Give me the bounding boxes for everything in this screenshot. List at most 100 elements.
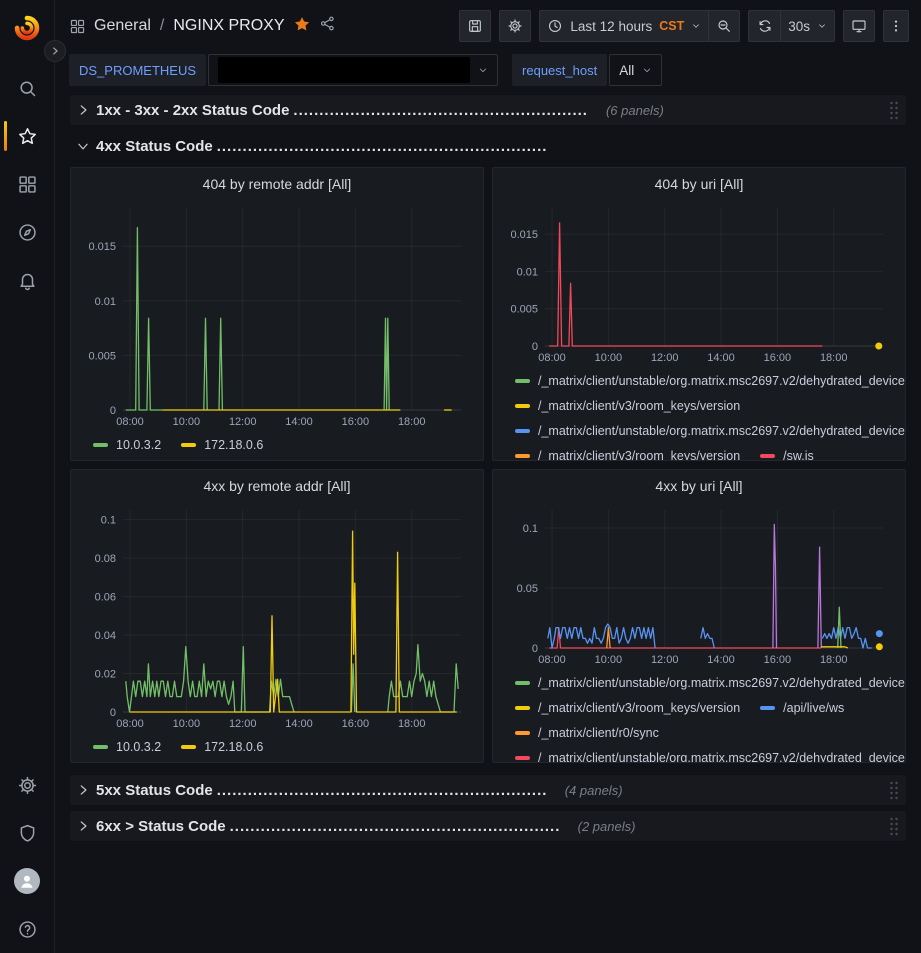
chevron-right-icon xyxy=(76,103,90,117)
legend-item[interactable]: /_matrix/client/v3/room_keys/version xyxy=(515,397,740,415)
timeseries-chart[interactable]: 08:0010:0012:0014:0016:0018:0000.0050.01… xyxy=(501,196,897,366)
svg-text:0.015: 0.015 xyxy=(88,241,116,253)
legend-swatch xyxy=(760,706,775,710)
svg-text:0: 0 xyxy=(532,643,538,655)
legend-item[interactable]: /_matrix/client/unstable/org.matrix.msc2… xyxy=(515,422,905,440)
svg-text:18:00: 18:00 xyxy=(820,352,848,364)
breadcrumb-dashboard-name[interactable]: NGINX PROXY xyxy=(173,17,284,35)
legend-swatch xyxy=(93,745,108,749)
svg-text:16:00: 16:00 xyxy=(764,352,792,364)
variables-submenu: DS_PROMETHEUS request_host All xyxy=(55,52,921,90)
save-dashboard-button[interactable] xyxy=(459,10,491,42)
svg-text:14:00: 14:00 xyxy=(285,416,313,428)
timeseries-chart[interactable]: 08:0010:0012:0014:0016:0018:0000.020.040… xyxy=(79,498,475,732)
sidebar-item-profile[interactable] xyxy=(0,857,54,905)
panel-grid: 404 by remote addr [All] 08:0010:0012:00… xyxy=(70,167,906,763)
legend-item[interactable]: 172.18.0.6 xyxy=(181,436,263,454)
legend-item[interactable]: /sw.js xyxy=(760,447,814,461)
sidebar-item-help[interactable] xyxy=(0,905,54,953)
datasource-select[interactable] xyxy=(208,54,498,86)
refresh-icon xyxy=(757,18,773,34)
svg-text:16:00: 16:00 xyxy=(342,416,370,428)
panel-title[interactable]: 404 by remote addr [All] xyxy=(79,172,475,196)
refresh-dashboard-button[interactable] xyxy=(748,10,780,42)
svg-text:08:00: 08:00 xyxy=(116,416,144,428)
apps-grid-icon xyxy=(69,18,86,35)
variable-label-request-host: request_host xyxy=(512,54,607,86)
svg-text:0.1: 0.1 xyxy=(523,523,538,535)
legend-item[interactable]: /_matrix/client/r0/sync xyxy=(515,724,659,742)
legend-label: /api/live/ws xyxy=(783,701,844,715)
unfavorite-star-button[interactable] xyxy=(293,15,311,38)
row-header-1xx-3xx-2xx[interactable]: 1xx - 3xx - 2xx Status Code ............… xyxy=(70,95,906,125)
chevron-down-icon xyxy=(76,139,90,153)
share-dashboard-button[interactable] xyxy=(319,15,336,37)
sidebar-item-dashboards[interactable] xyxy=(0,160,54,208)
save-icon xyxy=(467,18,483,34)
svg-text:0.04: 0.04 xyxy=(95,630,116,642)
legend-item[interactable]: /_matrix/client/unstable/org.matrix.msc2… xyxy=(515,674,905,692)
panel-title[interactable]: 4xx by remote addr [All] xyxy=(79,474,475,498)
cycle-view-mode-button[interactable] xyxy=(843,10,875,42)
svg-text:16:00: 16:00 xyxy=(764,654,792,666)
row-title-dots: ........................................… xyxy=(230,818,560,835)
legend-label: /_matrix/client/unstable/org.matrix.msc2… xyxy=(538,751,905,763)
legend-item[interactable]: /_matrix/client/unstable/org.matrix.msc2… xyxy=(515,749,905,763)
legend-swatch xyxy=(515,706,530,710)
row-header-4xx[interactable]: 4xx Status Code ........................… xyxy=(70,131,906,161)
row-header-6xx[interactable]: 6xx > Status Code ......................… xyxy=(70,811,906,841)
legend-item[interactable]: /_matrix/client/v3/room_keys/version xyxy=(515,699,740,717)
sidebar-item-server-admin[interactable] xyxy=(0,809,54,857)
svg-text:0.005: 0.005 xyxy=(510,304,538,316)
gear-icon xyxy=(507,18,523,34)
legend-item[interactable]: /_matrix/client/unstable/org.matrix.msc2… xyxy=(515,372,905,390)
zoom-out-time-button[interactable] xyxy=(708,10,740,42)
row-drag-handle[interactable] xyxy=(888,779,900,801)
row-drag-handle[interactable] xyxy=(888,815,900,837)
more-options-button[interactable] xyxy=(883,10,909,42)
sidebar-item-configuration[interactable] xyxy=(0,761,54,809)
row-header-5xx[interactable]: 5xx Status Code ........................… xyxy=(70,775,906,805)
legend-item[interactable]: 10.0.3.2 xyxy=(93,436,161,454)
panel-404-by-remote-addr: 404 by remote addr [All] 08:0010:0012:00… xyxy=(70,167,484,461)
datasource-variable: DS_PROMETHEUS xyxy=(69,54,498,86)
sidebar-expand-button[interactable] xyxy=(44,40,66,62)
legend-item[interactable]: 172.18.0.6 xyxy=(181,738,263,756)
row-drag-handle[interactable] xyxy=(888,99,900,121)
sidebar-item-starred[interactable] xyxy=(0,112,54,160)
row-title: 4xx Status Code xyxy=(96,138,213,155)
sidebar-item-explore[interactable] xyxy=(0,208,54,256)
panel-title[interactable]: 4xx by uri [All] xyxy=(501,474,897,498)
time-range-picker[interactable]: Last 12 hours CST xyxy=(539,10,708,42)
chevron-right-icon xyxy=(76,819,90,833)
clock-icon xyxy=(547,18,563,34)
kebab-menu-icon xyxy=(888,18,904,34)
timeseries-chart[interactable]: 08:0010:0012:0014:0016:0018:0000.050.1 xyxy=(501,498,897,668)
panel-title[interactable]: 404 by uri [All] xyxy=(501,172,897,196)
chevron-down-icon xyxy=(817,21,827,31)
legend-item[interactable]: /_matrix/client/v3/room_keys/version xyxy=(515,447,740,461)
chart-legend: 10.0.3.2 172.18.0.6 xyxy=(79,430,475,454)
dashboard-settings-button[interactable] xyxy=(499,10,531,42)
svg-text:14:00: 14:00 xyxy=(707,352,735,364)
svg-text:10:00: 10:00 xyxy=(595,352,623,364)
timeseries-chart[interactable]: 08:0010:0012:0014:0016:0018:0000.0050.01… xyxy=(79,196,475,430)
legend-swatch xyxy=(515,454,530,458)
grafana-logo[interactable] xyxy=(13,14,41,42)
row-title: 6xx > Status Code xyxy=(96,818,226,835)
breadcrumb-folder[interactable]: General xyxy=(94,17,151,35)
svg-text:18:00: 18:00 xyxy=(820,654,848,666)
sidebar-item-search[interactable] xyxy=(0,64,54,112)
refresh-interval-picker[interactable]: 30s xyxy=(780,10,835,42)
chart-legend: /_matrix/client/unstable/org.matrix.msc2… xyxy=(501,366,897,461)
row-panel-count: (4 panels) xyxy=(565,783,623,798)
legend-item[interactable]: 10.0.3.2 xyxy=(93,738,161,756)
legend-label: 10.0.3.2 xyxy=(116,740,161,754)
request-host-select[interactable]: All xyxy=(609,54,662,86)
sidebar-item-alerting[interactable] xyxy=(0,256,54,304)
legend-label: /_matrix/client/r0/sync xyxy=(538,726,659,740)
star-icon xyxy=(17,126,38,147)
legend-item[interactable]: /api/live/ws xyxy=(760,699,844,717)
row-title-dots: ........................................… xyxy=(217,782,547,799)
svg-text:0: 0 xyxy=(110,707,116,719)
